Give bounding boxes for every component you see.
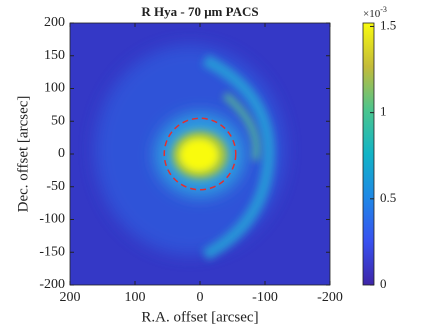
x-tick-label: -200	[317, 290, 343, 305]
x-tick-label: 0	[197, 290, 204, 305]
x-tick-label: 100	[125, 290, 146, 305]
y-tick-label: -150	[39, 244, 65, 259]
y-axis-label: Dec. offset [arcsec]	[15, 96, 31, 213]
colorbar-tick-label: 0.5	[380, 190, 396, 205]
x-axis-label: R.A. offset [arcsec]	[141, 309, 258, 325]
colorbar-tick-label: 1.5	[380, 17, 396, 32]
colorbar	[362, 22, 375, 286]
dashed-circle	[163, 117, 237, 191]
y-tick-label: 150	[44, 48, 65, 63]
y-tick-label: 50	[51, 113, 65, 128]
multiplier-base: ×10	[363, 8, 381, 20]
y-tick-label: -100	[39, 212, 65, 227]
chart-title: R Hya - 70 μm PACS	[141, 4, 258, 19]
y-tick-label: -200	[39, 277, 65, 292]
image	[70, 23, 330, 285]
y-tick-label: 0	[58, 146, 65, 161]
colorbar-tick-label: 1	[380, 104, 387, 119]
multiplier-exponent: -3	[380, 5, 387, 14]
y-tick-label: -50	[46, 179, 65, 194]
colorbar-tick-label: 0	[380, 276, 387, 291]
colorbar-multiplier: ×10-3	[363, 5, 387, 20]
y-tick-label: 100	[44, 81, 65, 96]
x-tick-label: -100	[252, 290, 278, 305]
x-tick-label: 200	[60, 290, 81, 305]
y-tick-label: 200	[44, 15, 65, 30]
